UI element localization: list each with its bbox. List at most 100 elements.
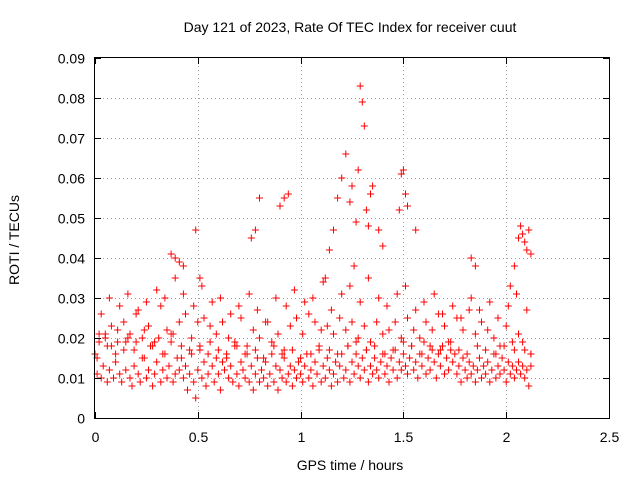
data-point [95,330,103,338]
data-point [245,290,253,298]
data-point [114,326,122,334]
data-point [412,358,420,366]
data-point [465,306,473,314]
data-point [200,314,208,322]
data-point [251,370,259,378]
data-point [258,366,265,374]
data-point [379,242,387,250]
data-point [393,290,401,298]
data-point [412,226,420,234]
data-point [229,378,237,386]
data-point [290,366,298,374]
y-tick-label: 0.07 [58,131,85,147]
data-point [367,338,374,346]
data-point [494,362,502,370]
data-point [311,318,319,326]
data-point [404,314,411,322]
data-point [163,374,171,382]
data-point [463,350,471,358]
data-point [175,318,183,326]
data-point [274,386,282,394]
tick-labels: 0 0.01 0.02 0.03 0.04 0.05 0.06 0.07 0.08 0.09 0 0.… [58,51,620,446]
data-point [408,342,416,350]
data-point [159,366,167,374]
data-point [140,354,148,362]
data-point [391,318,399,326]
data-point [293,374,300,382]
data-point [251,226,259,234]
data-point [330,330,337,338]
data-point [523,246,531,254]
data-point [404,370,411,378]
data-point [494,314,502,322]
data-point [204,370,212,378]
data-point [190,302,198,310]
data-point [527,250,535,258]
data-point [116,302,124,310]
data-point [467,370,475,378]
data-point [227,362,235,370]
data-point [268,350,276,358]
data-point [418,350,426,358]
data-point [297,370,305,378]
data-point [482,370,490,378]
data-point [399,338,407,346]
data-point [280,346,288,354]
data-point [177,354,185,362]
data-point [321,374,329,382]
data-point [214,370,222,378]
data-point [352,338,360,346]
data-point [389,346,397,354]
data-point [151,370,159,378]
data-point [208,362,216,370]
data-point [484,358,492,366]
data-point [469,362,477,370]
data-point [124,334,132,342]
data-point [426,342,434,350]
y-tick-label: 0.02 [58,331,85,347]
x-tick-label: 1 [298,429,306,445]
y-tick-label: 0.06 [58,171,85,187]
data-point [155,334,163,342]
data-point [517,222,525,230]
data-point [515,358,522,366]
data-point [449,358,457,366]
data-point [153,358,161,366]
data-point [490,334,498,342]
data-point [467,294,475,302]
data-point [179,374,187,382]
data-point [426,366,434,374]
data-point [169,378,177,386]
data-point [165,362,173,370]
data-point [194,318,202,326]
data-point [410,366,418,374]
data-point [404,202,411,210]
data-point [381,350,389,358]
data-point [182,310,189,318]
data-point [194,366,202,374]
data-point [496,370,504,378]
data-point [327,306,335,314]
data-point [169,330,177,338]
data-point [473,366,481,374]
data-point [332,358,340,366]
x-tick-label: 2 [503,429,511,445]
data-point [105,294,113,302]
data-point [478,374,485,382]
data-point [103,378,111,386]
data-point [356,374,364,382]
data-point [360,322,368,330]
data-point [375,374,383,382]
data-point [120,346,128,354]
data-point [272,294,280,302]
data-point [397,366,405,374]
data-point [406,354,414,362]
data-point [145,322,152,330]
data-point [492,374,500,382]
data-point [145,366,152,374]
data-point [362,346,370,354]
data-point [441,322,448,330]
data-point [317,326,325,334]
data-point [188,334,196,342]
data-point [428,346,436,354]
